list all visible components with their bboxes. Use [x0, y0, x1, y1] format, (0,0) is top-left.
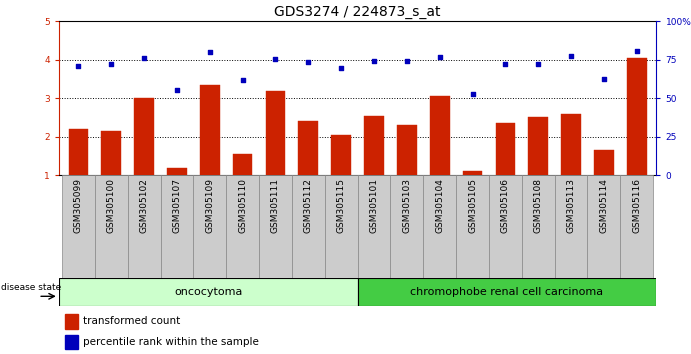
Point [533, 62, 544, 67]
Bar [160, 175, 193, 278]
Bar [587, 175, 621, 278]
Bar [495, 123, 515, 175]
Point [565, 53, 576, 59]
Bar [358, 278, 656, 306]
Bar [226, 175, 259, 278]
Text: GSM305105: GSM305105 [468, 178, 477, 233]
Text: GSM305109: GSM305109 [205, 178, 214, 233]
Bar [456, 175, 489, 278]
Bar [292, 175, 325, 278]
Text: GSM305103: GSM305103 [402, 178, 411, 233]
Text: percentile rank within the sample: percentile rank within the sample [83, 337, 258, 347]
Bar [95, 175, 128, 278]
Text: GSM305110: GSM305110 [238, 178, 247, 233]
Text: GSM305102: GSM305102 [140, 178, 149, 233]
Point [237, 77, 248, 82]
Text: GSM305107: GSM305107 [173, 178, 182, 233]
Bar [193, 175, 226, 278]
Point [171, 87, 182, 93]
Bar [627, 58, 647, 175]
Text: GSM305112: GSM305112 [304, 178, 313, 233]
Bar [102, 131, 121, 175]
Bar [62, 175, 95, 278]
Bar [134, 98, 154, 175]
Title: GDS3274 / 224873_s_at: GDS3274 / 224873_s_at [274, 5, 441, 19]
Text: chromophobe renal cell carcinoma: chromophobe renal cell carcinoma [410, 287, 603, 297]
Bar [59, 278, 358, 306]
Bar [358, 175, 390, 278]
Text: GSM305108: GSM305108 [533, 178, 542, 233]
Point [270, 56, 281, 62]
Bar [594, 150, 614, 175]
Bar [128, 175, 160, 278]
Text: GSM305114: GSM305114 [599, 178, 608, 233]
Bar [259, 175, 292, 278]
Bar [463, 171, 482, 175]
Point [368, 58, 379, 63]
Bar [68, 129, 88, 175]
Text: disease state: disease state [1, 283, 61, 292]
Bar [424, 175, 456, 278]
Bar [200, 85, 220, 175]
Point [106, 62, 117, 67]
Text: GSM305113: GSM305113 [567, 178, 576, 233]
Bar [65, 335, 78, 349]
Text: GSM305100: GSM305100 [107, 178, 116, 233]
Text: GSM305106: GSM305106 [501, 178, 510, 233]
Point [467, 91, 478, 96]
Point [598, 76, 609, 82]
Bar [233, 154, 252, 175]
Bar [299, 121, 318, 175]
Bar [397, 125, 417, 175]
Point [500, 62, 511, 67]
Bar [364, 115, 384, 175]
Bar [331, 135, 351, 175]
Bar [555, 175, 587, 278]
Bar [529, 118, 548, 175]
Text: transformed count: transformed count [83, 316, 180, 326]
Point [139, 55, 150, 61]
Bar [489, 175, 522, 278]
Point [205, 49, 216, 55]
Point [73, 63, 84, 68]
Text: oncocytoma: oncocytoma [174, 287, 243, 297]
Bar [265, 91, 285, 175]
Text: GSM305116: GSM305116 [632, 178, 641, 233]
Point [336, 65, 347, 71]
Bar [430, 96, 450, 175]
Text: GSM305099: GSM305099 [74, 178, 83, 233]
Bar [65, 314, 78, 329]
Text: GSM305115: GSM305115 [337, 178, 346, 233]
Point [631, 48, 642, 54]
Point [303, 59, 314, 64]
Point [434, 54, 445, 59]
Bar [561, 114, 581, 175]
Bar [167, 167, 187, 175]
Bar [390, 175, 424, 278]
Text: GSM305104: GSM305104 [435, 178, 444, 233]
Point [401, 58, 413, 63]
Bar [325, 175, 357, 278]
Bar [621, 175, 653, 278]
Bar [522, 175, 555, 278]
Text: GSM305101: GSM305101 [370, 178, 379, 233]
Text: GSM305111: GSM305111 [271, 178, 280, 233]
